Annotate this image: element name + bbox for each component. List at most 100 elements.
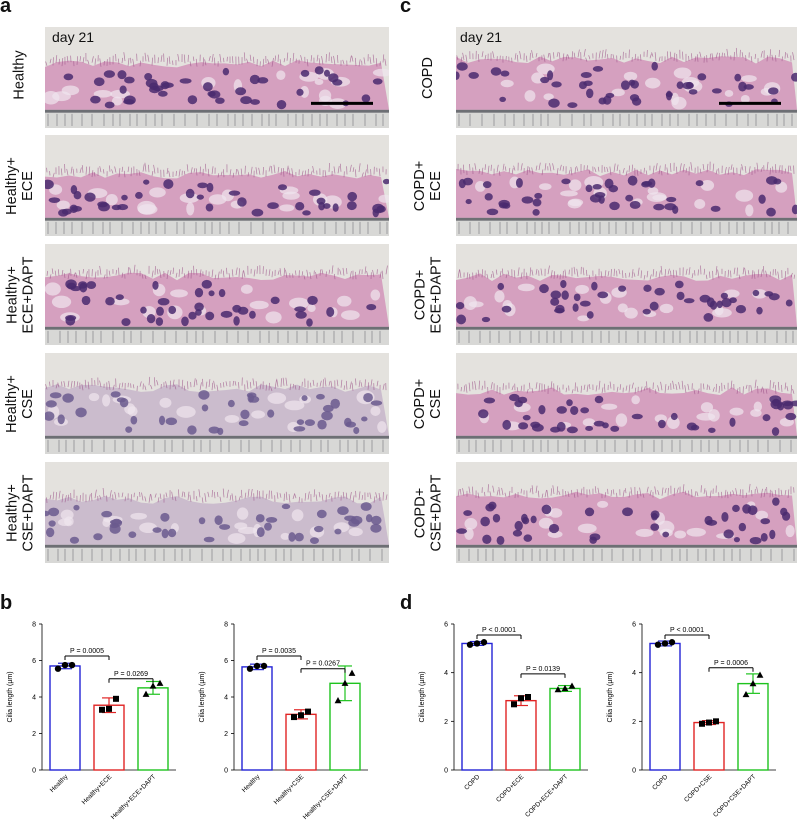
category-label: COPD+CSE+DAPT [712, 773, 757, 818]
data-point [291, 714, 297, 721]
bar-0 [649, 642, 681, 771]
y-tick-label: 4 [444, 670, 448, 677]
micrograph-image [45, 27, 389, 128]
bar-0 [461, 642, 493, 771]
micrograph-image [45, 244, 389, 345]
bar-1 [285, 713, 317, 771]
row-label-c-2: COPD+ ECE+DAPT [412, 256, 444, 333]
data-point [305, 708, 311, 715]
micrograph-image [456, 27, 797, 128]
row-label-c-1: COPD+ ECE [412, 160, 444, 211]
data-point [149, 682, 157, 689]
y-axis-label: Cilia length (µm) [607, 671, 614, 722]
data-point [518, 695, 524, 702]
data-point [113, 695, 119, 702]
data-point [260, 662, 268, 670]
micrograph-image [456, 462, 797, 563]
y-tick-label: 4 [632, 670, 636, 677]
panel-letter-b: b [0, 592, 13, 614]
data-point [54, 665, 62, 672]
data-point [99, 706, 105, 713]
data-point [561, 684, 569, 692]
category-label: Healthy+ECE+DAPT [110, 773, 158, 821]
bar-chart-healthy-ece: Cilia length (µm) 0 2 4 6 8 Healthy Healthy+ECE… [7, 622, 176, 821]
y-tick-label: 6 [444, 622, 448, 629]
data-point [253, 662, 261, 670]
category-label: COPD [463, 773, 481, 791]
y-tick-label: 0 [32, 768, 36, 775]
data-point [668, 639, 676, 646]
data-point [654, 641, 662, 648]
data-point [756, 671, 764, 678]
panel-letter-d: d [400, 592, 413, 614]
category-label: Healthy [241, 773, 262, 794]
y-axis-label: Cilia length (µm) [199, 671, 206, 722]
data-point [706, 719, 712, 726]
y-tick-label: 6 [32, 658, 36, 665]
data-point [156, 679, 164, 686]
data-point [298, 712, 304, 719]
data-point [742, 690, 750, 698]
row-label-a-1: Healthy+ ECE [4, 156, 37, 215]
category-label: Healthy+CSE [273, 773, 306, 806]
p-value-label: P = 0.0139 [526, 666, 560, 673]
y-tick-label: 0 [444, 768, 448, 775]
category-label: COPD [651, 773, 669, 791]
data-point [61, 661, 69, 669]
bar-2 [549, 687, 581, 771]
y-axis-label: Cilia length (µm) [7, 671, 14, 722]
category-label: Healthy+CSE+DAPT [302, 773, 350, 821]
data-point [106, 705, 112, 712]
y-tick-label: 2 [224, 731, 228, 738]
row-label-c-4: COPD+ CSE+DAPT [412, 474, 444, 551]
data-point [480, 639, 488, 646]
y-tick-label: 4 [32, 695, 36, 702]
y-tick-label: 2 [632, 719, 636, 726]
y-tick-label: 8 [224, 622, 228, 629]
y-tick-label: 0 [632, 768, 636, 775]
data-point [749, 680, 757, 687]
data-point [473, 640, 481, 647]
category-label: Healthy [49, 773, 70, 794]
bar-0 [241, 666, 273, 771]
p-value-label: P = 0.0005 [70, 648, 104, 655]
row-label-c-0: COPD [420, 56, 436, 99]
row-label-a-4: Healthy+ CSE+DAPT [4, 474, 36, 551]
data-point [525, 694, 531, 700]
bar-2 [737, 682, 769, 771]
day-label-c: day 21 [460, 29, 503, 45]
bar-1 [693, 721, 725, 771]
p-value-label: P = 0.0035 [262, 648, 296, 655]
data-point [568, 682, 576, 689]
data-point [246, 665, 254, 672]
data-point [661, 640, 669, 647]
bar-chart-copd-cse: Cilia length (µm) 0 2 4 6 COPD COPD+CSECOPD+CS… [607, 622, 776, 819]
bar-1 [505, 699, 537, 771]
panel-letter-c: c [400, 0, 412, 17]
category-label: COPD+ECE [495, 773, 526, 804]
p-value-label: P = 0.0267 [306, 661, 340, 668]
micrograph-image [456, 135, 797, 236]
p-value-label: P < 0.0001 [482, 627, 516, 634]
row-label-a-0: Healthy [12, 50, 29, 100]
data-point [466, 641, 474, 648]
bar-2 [137, 687, 169, 771]
data-point [511, 701, 517, 708]
data-point [142, 690, 150, 697]
data-point [699, 720, 705, 727]
category-label: Healthy+ECE [81, 773, 114, 806]
y-tick-label: 8 [32, 622, 36, 629]
panel-letter-a: a [0, 0, 12, 17]
row-label-c-3: COPD+ CSE [412, 378, 444, 429]
micrograph-image [45, 353, 389, 454]
data-point [713, 718, 719, 725]
data-point [334, 697, 342, 704]
micrograph-image [45, 135, 389, 236]
row-label-a-2: Healthy+ ECE+DAPT [4, 256, 36, 333]
y-tick-label: 2 [32, 731, 36, 738]
bar-1 [93, 704, 125, 771]
data-point [554, 686, 562, 693]
bar-0 [49, 665, 81, 771]
bar-chart-copd-ece: Cilia length (µm) 0 2 4 6 COPD COPD+ECECOPD+EC… [419, 622, 588, 819]
micrograph-image [45, 462, 389, 563]
